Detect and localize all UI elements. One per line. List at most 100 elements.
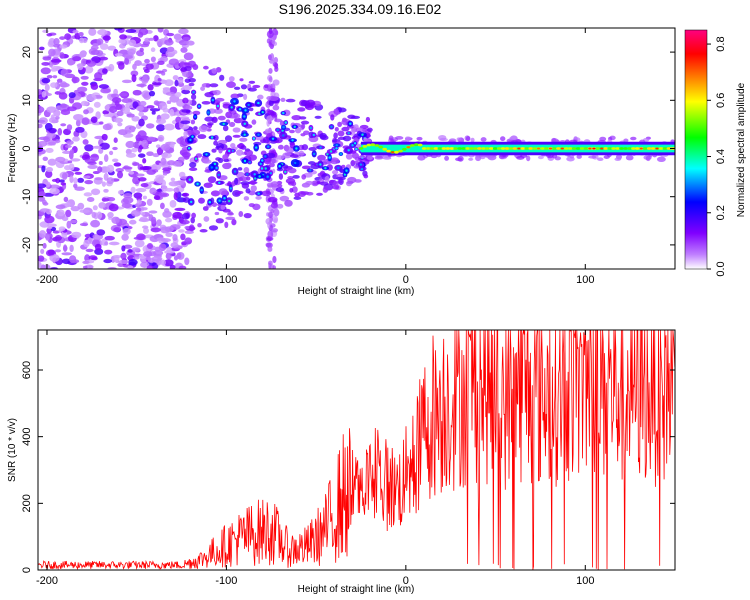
heatmap-cell [191,135,194,138]
heatmap-cell [111,97,122,104]
heatmap-cell [270,88,276,93]
heatmap-cell [180,233,186,241]
heatmap-cell [86,197,95,202]
heatmap-cell [414,143,419,147]
heatmap-cell [274,66,279,73]
heatmap-cell [64,201,71,208]
heatmap-cell [64,33,71,40]
heatmap-cell [347,132,350,135]
heatmap-cell [118,259,130,265]
heatmap-cell [173,187,180,193]
heatmap-cell [492,147,498,150]
tick-label: 200 [21,494,33,512]
heatmap-cell [53,44,61,48]
heatmap-cell [282,134,285,137]
tick-label: 0.8 [715,36,727,51]
heatmap-cell [173,192,178,201]
heatmap-cell [98,84,109,89]
heatmap-cell [248,80,256,84]
heatmap-cell [244,149,254,157]
heatmap-cell [576,154,582,159]
heatmap-cell [532,147,537,150]
heatmap-cell [82,260,90,265]
heatmap-cell [122,166,133,170]
heatmap-cell [220,204,226,210]
heatmap-cell [67,160,73,164]
heatmap-cell [77,86,88,93]
heatmap-cell [194,157,198,160]
heatmap-cell [210,136,214,139]
heatmap-cell [211,67,217,74]
tick-label: 0 [403,274,409,286]
heatmap-cell [67,59,75,66]
heatmap-cell [229,187,232,190]
heatmap-cell [126,113,135,118]
heatmap-cell [38,46,45,51]
heatmap-cell [250,185,257,192]
heatmap-cell [189,162,197,168]
heatmap-cell [477,147,482,150]
heatmap-cell [106,177,115,185]
heatmap-cell [139,100,147,107]
heatmap-cell [630,136,637,141]
heatmap-cell [68,92,76,99]
heatmap-cell [107,211,114,219]
heatmap-cell [319,163,322,166]
heatmap-cell [38,140,48,147]
heatmap-cell [627,147,632,150]
heatmap-cell [571,147,577,150]
heatmap-cell [333,132,338,139]
heatmap-cell [247,103,250,107]
heatmap-cell [402,147,407,151]
heatmap-cell [132,162,140,166]
heatmap-cell [132,89,142,96]
colorbar: 0.0 0.2 0.4 0.6 0.8 Normalized spectral ampl… [684,29,747,277]
heatmap-cell [258,112,261,116]
heatmap-cell [182,84,193,91]
heatmap-cell [218,199,221,202]
heatmap-cell [131,74,137,83]
heatmap-cell [213,108,223,114]
heatmap-cell [122,106,130,115]
heatmap-cell [82,265,88,269]
heatmap-cell [272,79,280,86]
heatmap-cell [290,181,297,187]
heatmap-cell [77,202,85,210]
heatmap-cell [342,135,352,142]
heatmap-cell [294,161,297,165]
heatmap-cell [222,154,229,160]
heatmap-cell [481,147,486,150]
heatmap-cell [39,208,50,213]
heatmap-cell [261,111,264,114]
spectrogram-x-label: Height of straight line (km) [298,286,415,297]
heatmap-cell [84,144,94,152]
heatmap-cell [104,241,109,246]
heatmap-cell [48,48,56,57]
heatmap-cell [92,205,98,211]
heatmap-cell [248,161,251,164]
heatmap-cell [635,147,640,150]
heatmap-cell [174,207,186,212]
heatmap-cell [351,144,354,147]
heatmap-cell [607,136,613,141]
heatmap-cell [162,87,171,91]
heatmap-cell [249,180,257,186]
heatmap-cell [46,74,53,79]
heatmap-cell [123,244,133,249]
heatmap-cell [301,123,306,130]
heatmap-cell [84,65,94,74]
heatmap-cell [102,68,108,74]
heatmap-cell [80,75,89,80]
heatmap-cell [334,108,340,116]
heatmap-cell [317,154,326,161]
heatmap-cell [117,190,124,195]
heatmap-cell [114,53,123,57]
heatmap-cell [57,128,63,136]
heatmap-cell [111,216,120,224]
heatmap-cell [131,147,138,153]
heatmap-cell [301,144,309,151]
heatmap-cell [465,147,470,150]
heatmap-cell [38,191,46,197]
heatmap-cell [140,211,146,216]
